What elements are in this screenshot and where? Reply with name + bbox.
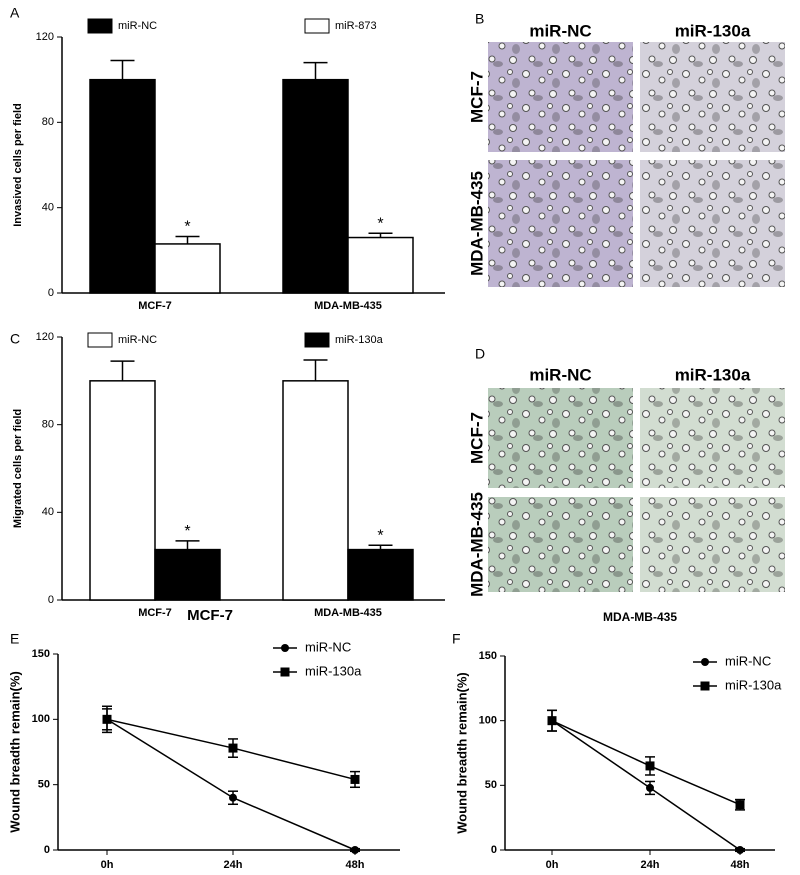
annotation: * — [184, 219, 190, 236]
column-label: miR-NC — [529, 365, 591, 384]
point — [102, 714, 112, 724]
x-tick-label: 48h — [346, 859, 365, 871]
column-label: miR-130a — [675, 365, 751, 384]
legend-marker — [281, 644, 289, 652]
point — [547, 716, 557, 726]
y-tick-label: 150 — [32, 648, 50, 660]
y-tick-label: 40 — [42, 202, 54, 214]
point — [351, 846, 359, 854]
y-tick-label: 80 — [42, 116, 54, 128]
x-tick-label: MCF-7 — [138, 607, 172, 619]
micrograph-cells — [488, 160, 633, 287]
legend-marker — [701, 658, 709, 666]
y-tick-label: 50 — [485, 779, 497, 791]
row-label: MDA-MB-435 — [467, 171, 486, 276]
micrograph-cells — [488, 388, 633, 488]
y-tick-label: 120 — [36, 331, 54, 343]
point — [350, 774, 360, 784]
annotation: * — [184, 523, 190, 540]
panel-label: F — [452, 631, 461, 647]
legend-label: miR-NC — [305, 639, 351, 654]
y-axis-label: Migrated cells per field — [12, 409, 24, 528]
bar — [154, 243, 221, 294]
bar — [154, 548, 221, 601]
annotation: * — [377, 215, 383, 232]
micrograph-cells — [640, 42, 785, 152]
micrograph-cells — [488, 497, 633, 592]
point — [645, 761, 655, 771]
micrograph-cells — [640, 497, 785, 592]
point — [646, 783, 654, 792]
y-axis-label: Wound breadth remain(%) — [454, 672, 469, 834]
x-tick-label: MCF-7 — [138, 300, 172, 312]
legend-swatch — [87, 18, 113, 34]
row-label: MCF-7 — [467, 412, 486, 464]
y-tick-label: 120 — [36, 31, 54, 43]
legend-label: miR-130a — [335, 334, 384, 346]
y-tick-label: 0 — [48, 594, 54, 606]
legend-label: miR-NC — [725, 653, 771, 668]
x-tick-label: 48h — [731, 859, 750, 871]
y-tick-label: 150 — [479, 650, 497, 662]
y-tick-label: 40 — [42, 506, 54, 518]
y-tick-label: 100 — [32, 713, 50, 725]
panel-label: E — [10, 631, 19, 647]
chart-title: MDA-MB-435 — [603, 610, 677, 624]
line — [551, 720, 741, 851]
x-tick-label: 0h — [546, 859, 559, 871]
point — [228, 743, 238, 753]
micrograph-cells — [640, 160, 785, 287]
y-tick-label: 0 — [48, 287, 54, 299]
bar — [89, 380, 156, 601]
legend-label: miR-130a — [305, 663, 362, 678]
x-tick-label: 0h — [101, 859, 114, 871]
legend-swatch — [304, 18, 330, 34]
panel-label: A — [10, 5, 20, 21]
micrograph-cells — [640, 388, 785, 488]
y-tick-label: 100 — [479, 715, 497, 727]
y-tick-label: 80 — [42, 419, 54, 431]
panel-label: C — [10, 331, 20, 347]
bar — [282, 78, 349, 294]
micrograph-cells — [488, 42, 633, 152]
panel-label: B — [475, 11, 484, 27]
legend-label: miR-NC — [118, 334, 157, 346]
y-axis-label: Wound breadth remain(%) — [7, 671, 22, 833]
x-tick-label: 24h — [641, 859, 660, 871]
y-tick-label: 50 — [38, 779, 50, 791]
point — [229, 793, 237, 802]
row-label: MDA-MB-435 — [467, 492, 486, 597]
chart-title: MCF-7 — [187, 607, 233, 624]
legend-marker — [700, 681, 710, 691]
point — [736, 846, 744, 854]
legend-label: miR-873 — [335, 20, 377, 32]
legend-marker — [280, 667, 290, 677]
x-tick-label: MDA-MB-435 — [314, 607, 382, 619]
annotation: * — [377, 527, 383, 544]
x-tick-label: MDA-MB-435 — [314, 300, 382, 312]
y-tick-label: 0 — [491, 844, 497, 856]
y-axis-label: Invasived cells per field — [12, 103, 24, 227]
column-label: miR-NC — [529, 21, 591, 40]
legend-label: miR-NC — [118, 20, 157, 32]
row-label: MCF-7 — [467, 71, 486, 123]
x-tick-label: 24h — [224, 859, 243, 871]
legend-swatch — [304, 332, 330, 348]
point — [735, 800, 745, 810]
bar — [89, 78, 156, 294]
column-label: miR-130a — [675, 21, 751, 40]
bar — [347, 236, 414, 294]
bar — [282, 380, 349, 601]
legend-label: miR-130a — [725, 677, 782, 692]
y-tick-label: 0 — [44, 844, 50, 856]
legend-swatch — [87, 332, 113, 348]
bar — [347, 548, 414, 601]
panel-label: D — [475, 346, 485, 362]
